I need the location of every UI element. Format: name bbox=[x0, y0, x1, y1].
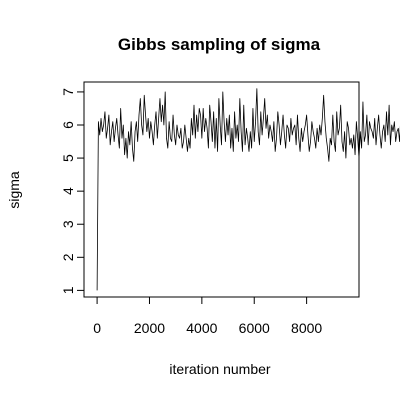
y-tick-label: 5 bbox=[60, 154, 76, 162]
x-tick-label: 6000 bbox=[239, 320, 270, 336]
y-tick-label: 7 bbox=[60, 88, 76, 96]
x-tick-label: 8000 bbox=[291, 320, 322, 336]
y-axis-label: sigma bbox=[6, 171, 22, 209]
y-axis: 1 2 3 4 5 6 7 bbox=[60, 88, 84, 294]
x-axis-label: iteration number bbox=[169, 361, 271, 377]
y-tick-label: 1 bbox=[60, 286, 76, 294]
y-tick-label: 6 bbox=[60, 121, 76, 129]
y-tick-label: 4 bbox=[60, 187, 76, 195]
x-tick-label: 2000 bbox=[134, 320, 165, 336]
series-line bbox=[96, 88, 400, 291]
plot-frame bbox=[83, 81, 360, 298]
x-tick-label: 0 bbox=[93, 320, 101, 336]
y-tick-label: 3 bbox=[60, 220, 76, 228]
x-axis: 0 2000 4000 6000 8000 bbox=[93, 297, 322, 336]
chart-title: Gibbs sampling of sigma bbox=[118, 35, 321, 54]
x-tick-label: 4000 bbox=[186, 320, 217, 336]
y-tick-label: 2 bbox=[60, 253, 76, 261]
